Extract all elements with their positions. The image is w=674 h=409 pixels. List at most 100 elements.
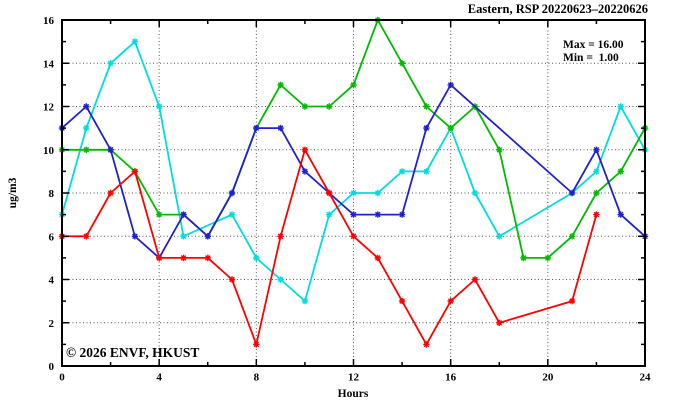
red-series-point [350, 233, 357, 240]
x-tick-label: 8 [254, 372, 260, 384]
cyan-series-point [423, 168, 430, 175]
green-series-point [593, 189, 600, 197]
cyan-series-point [374, 189, 381, 197]
red-series-point [301, 146, 309, 154]
red-series [58, 146, 600, 348]
cyan-series-point [253, 254, 260, 262]
blue-series-point [277, 124, 284, 132]
y-tick-label: 10 [43, 145, 55, 157]
cyan-series-point [180, 233, 187, 240]
x-tick-label: 4 [156, 372, 162, 384]
red-series-point [107, 189, 114, 197]
tick-layer [61, 19, 646, 367]
cyan-series-point [107, 60, 114, 67]
red-series-point [593, 211, 600, 218]
x-tick-label: 12 [348, 372, 360, 384]
green-series-point [520, 254, 527, 262]
green-series-point [350, 81, 357, 89]
blue-series-point [374, 211, 381, 218]
red-series-point [131, 168, 139, 175]
blue-series-point [253, 124, 260, 132]
red-series-point [204, 254, 212, 262]
blue-series-point [447, 81, 454, 89]
blue-series-point [107, 146, 114, 154]
red-series-point [447, 297, 454, 305]
blue-series-point [398, 211, 406, 218]
cyan-series-point [350, 189, 357, 197]
red-series-point [83, 233, 90, 240]
y-tick-label: 12 [43, 102, 55, 114]
red-series-point [374, 254, 381, 262]
blue-series-point [617, 211, 624, 218]
green-series-point [83, 146, 90, 154]
blue-series-point [568, 189, 576, 197]
red-series-point [496, 319, 503, 326]
blue-series-point [131, 233, 139, 240]
cyan-series-point [398, 168, 406, 175]
cyan-series-point [593, 168, 600, 175]
blue-series-point [301, 168, 309, 175]
x-tick-label: 16 [445, 372, 457, 384]
cyan-series-point [617, 103, 624, 110]
blue-series-point [593, 146, 600, 154]
red-series-line [62, 148, 598, 346]
green-series-point [617, 168, 624, 175]
min-stat-label: Min = 1.00 [563, 52, 619, 64]
x-axis-label: Hours [338, 388, 369, 400]
green-series-point [568, 233, 576, 240]
green-series-point [423, 103, 430, 110]
blue-series-point [350, 211, 357, 218]
red-series-point [155, 254, 163, 262]
cyan-series-point [301, 297, 309, 305]
red-series-point [277, 233, 284, 240]
y-tick-label: 8 [49, 188, 55, 200]
y-tick-label: 6 [49, 231, 55, 243]
blue-series-point [423, 124, 430, 132]
green-series-point [398, 60, 406, 67]
red-series-point [180, 254, 187, 262]
green-series-point [155, 211, 163, 218]
x-tick-label: 24 [640, 372, 652, 384]
y-tick-label: 2 [49, 318, 55, 330]
green-series-point [277, 81, 284, 89]
cyan-series-point [228, 211, 236, 218]
cyan-series-point [326, 211, 333, 218]
x-tick-label: 20 [542, 372, 554, 384]
chart-title: Eastern, RSP 20220623–20220626 [468, 2, 648, 16]
y-tick-label: 14 [43, 58, 55, 70]
red-series-point [228, 276, 236, 283]
series-layer [58, 16, 649, 348]
green-series-point [544, 254, 551, 262]
cyan-series-point [131, 38, 139, 45]
watermark: © 2026 ENVF, HKUST [66, 345, 199, 360]
y-axis-label: ug/m3 [7, 177, 19, 208]
cyan-series-point [155, 103, 163, 110]
y-tick-label: 4 [49, 275, 55, 287]
cyan-series-point [471, 189, 479, 197]
green-series-point [301, 103, 309, 110]
red-series-point [398, 297, 406, 305]
cyan-series-point [277, 276, 284, 283]
green-series-point [447, 124, 454, 132]
y-tick-label: 16 [43, 15, 55, 27]
blue-series-point [228, 189, 236, 197]
y-tick-label: 0 [49, 361, 55, 373]
blue-series-point [204, 233, 212, 240]
green-series-point [326, 103, 333, 110]
red-series-point [471, 276, 479, 283]
red-series-point [253, 341, 260, 348]
red-series-point [568, 297, 576, 305]
red-series-point [326, 189, 333, 197]
cyan-series-point [496, 233, 503, 240]
max-stat-label: Max = 16.00 [563, 39, 624, 51]
x-tick-label: 0 [59, 372, 65, 384]
green-series-point [496, 146, 503, 154]
blue-series-point [180, 211, 187, 218]
cyan-series-point [83, 124, 90, 132]
red-series-point [423, 341, 430, 348]
green-series [58, 16, 649, 262]
blue-series-point [83, 103, 90, 110]
